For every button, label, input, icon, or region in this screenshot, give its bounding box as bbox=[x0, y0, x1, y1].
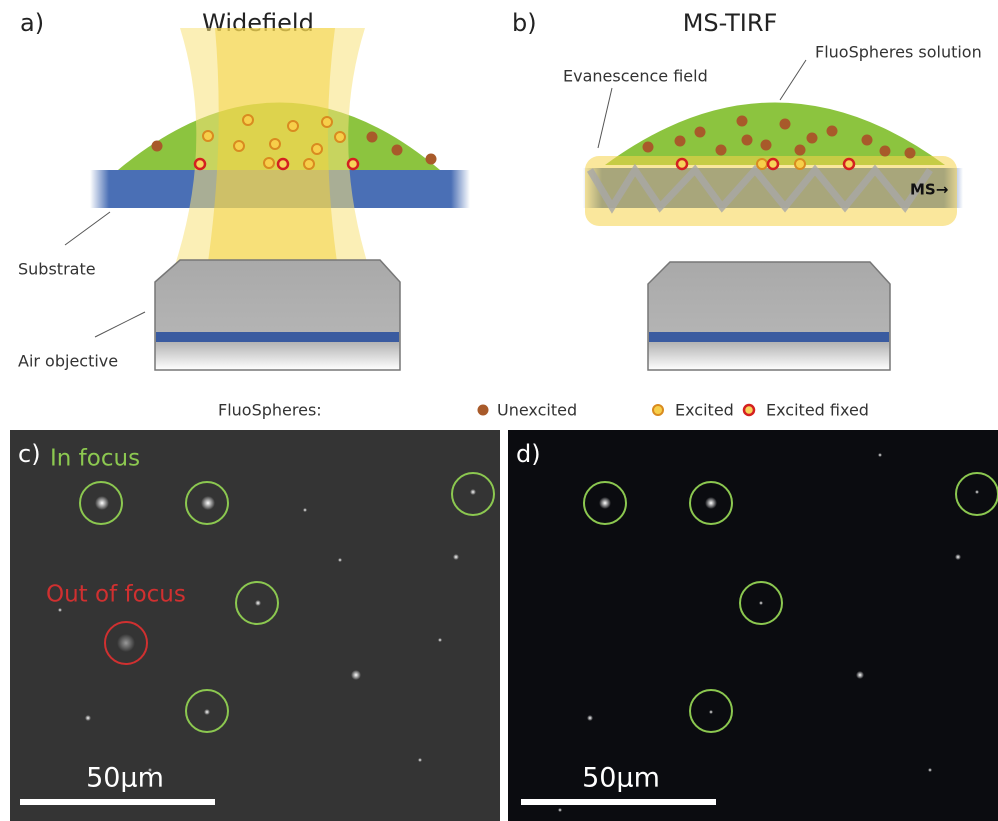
sphere bbox=[795, 159, 805, 169]
sphere bbox=[844, 159, 854, 169]
sphere bbox=[716, 145, 727, 156]
sphere bbox=[392, 145, 403, 156]
sphere bbox=[880, 146, 891, 157]
legend-item: Unexcited bbox=[497, 401, 577, 420]
leader bbox=[598, 88, 612, 148]
leader bbox=[780, 60, 806, 100]
sphere bbox=[862, 135, 873, 146]
legend-item: Excited fixed bbox=[766, 401, 869, 420]
annotation: Evanescence field bbox=[563, 67, 708, 86]
scale-bar-label: 50μm bbox=[86, 763, 164, 794]
sphere bbox=[152, 141, 163, 152]
sphere bbox=[807, 133, 818, 144]
annotation: MS→ bbox=[910, 181, 948, 199]
objective-stripe bbox=[649, 332, 889, 342]
legend-title: FluoSpheres: bbox=[218, 401, 322, 420]
sphere bbox=[264, 158, 274, 168]
sphere bbox=[757, 159, 767, 169]
panel-label: b) bbox=[512, 9, 537, 37]
sphere bbox=[335, 132, 345, 142]
objective bbox=[155, 260, 400, 370]
leader bbox=[95, 312, 145, 337]
sphere bbox=[270, 139, 280, 149]
sphere bbox=[367, 132, 378, 143]
panel-label: c) bbox=[18, 440, 41, 468]
sphere bbox=[768, 159, 778, 169]
annotation: Out of focus bbox=[46, 582, 186, 608]
sphere bbox=[203, 131, 213, 141]
sphere bbox=[780, 119, 791, 130]
sphere bbox=[288, 121, 298, 131]
sphere bbox=[827, 126, 838, 137]
annotation: Substrate bbox=[18, 260, 96, 279]
panel-b: b) MS-TIRF Evanescence field FluoSpheres… bbox=[512, 9, 982, 370]
panel-label: d) bbox=[516, 440, 541, 468]
sphere bbox=[737, 116, 748, 127]
sphere bbox=[643, 142, 654, 153]
sphere bbox=[348, 159, 358, 169]
sphere bbox=[278, 159, 288, 169]
figure: a) Widefield Substrate Air objective b) … bbox=[0, 0, 998, 821]
sphere bbox=[234, 141, 244, 151]
sphere bbox=[195, 159, 205, 169]
sphere bbox=[243, 115, 253, 125]
objective-stripe bbox=[156, 332, 399, 342]
sphere bbox=[677, 159, 687, 169]
scale-bar bbox=[20, 799, 215, 805]
annotation: Air objective bbox=[18, 352, 118, 371]
leader bbox=[65, 212, 110, 245]
sphere bbox=[478, 405, 489, 416]
panel-d: d) 50μm bbox=[508, 430, 998, 821]
drop bbox=[605, 103, 945, 166]
legend: FluoSpheres: Unexcited Excited Excited f… bbox=[218, 401, 869, 420]
scale-bar-label: 50μm bbox=[582, 763, 660, 794]
panel-title: MS-TIRF bbox=[683, 9, 778, 37]
legend-item: Excited bbox=[675, 401, 734, 420]
panel-a: a) Widefield Substrate Air objective bbox=[18, 9, 470, 371]
sphere bbox=[695, 127, 706, 138]
panel-label: a) bbox=[20, 9, 44, 37]
objective bbox=[648, 262, 890, 370]
sphere bbox=[322, 117, 332, 127]
sphere bbox=[312, 144, 322, 154]
sphere bbox=[795, 145, 806, 156]
sphere bbox=[675, 136, 686, 147]
sphere bbox=[742, 135, 753, 146]
scale-bar bbox=[521, 799, 716, 805]
sphere bbox=[653, 405, 663, 415]
sphere bbox=[744, 405, 754, 415]
sphere bbox=[426, 154, 437, 165]
sphere bbox=[304, 159, 314, 169]
annotation: In focus bbox=[50, 446, 140, 472]
sphere bbox=[761, 140, 772, 151]
sphere bbox=[905, 148, 916, 159]
micrograph bbox=[10, 430, 500, 821]
panel-c: c) In focus Out of focus 50μm bbox=[10, 430, 500, 821]
annotation: FluoSpheres solution bbox=[815, 43, 982, 62]
